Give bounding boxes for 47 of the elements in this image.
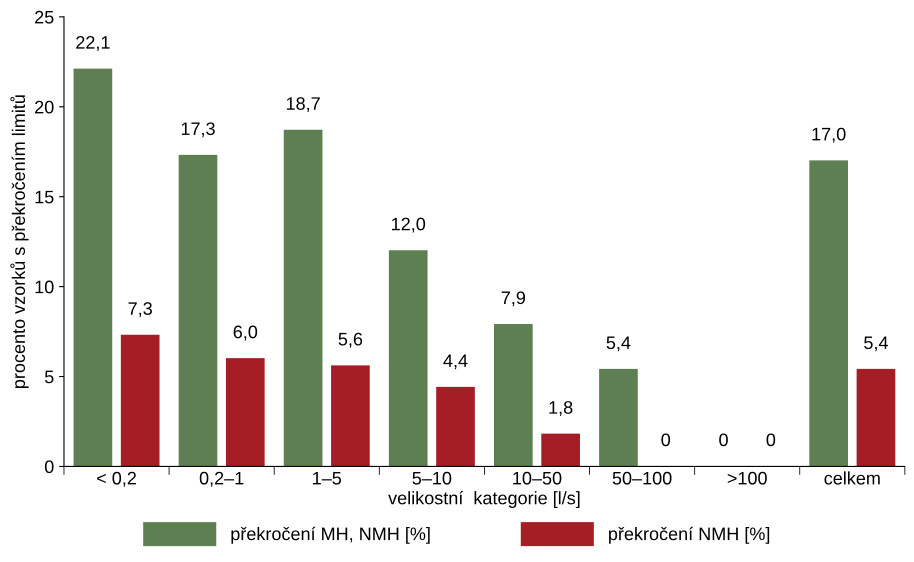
y-axis-title: procento vzorků s překročením limitů <box>10 95 29 388</box>
bar <box>541 434 580 466</box>
x-tick-label: celkem <box>824 471 880 485</box>
x-tick-label: 10–50 <box>513 472 562 485</box>
data-label: 7,9 <box>502 291 526 306</box>
bar <box>388 250 428 466</box>
x-tick-label: 1–5 <box>313 472 342 485</box>
y-tick-label: 0 <box>44 460 54 474</box>
data-label: 6,0 <box>234 326 258 340</box>
bar <box>436 386 475 466</box>
bar <box>331 365 370 466</box>
data-label: 22,1 <box>76 36 110 51</box>
data-label: 12,0 <box>392 218 426 233</box>
x-axis-title: velikostní kategorie [l/s] <box>388 490 580 508</box>
data-label: 7,3 <box>128 302 152 318</box>
y-tick-label: 5 <box>44 370 54 384</box>
bar <box>120 334 160 466</box>
bar <box>178 154 218 466</box>
data-label: 0 <box>719 433 728 446</box>
x-tick-label: 0,2–1 <box>200 472 244 487</box>
data-label: 1,8 <box>549 401 572 416</box>
y-tick-label: 15 <box>36 190 54 204</box>
bar <box>226 358 265 466</box>
bar <box>74 68 112 466</box>
bar <box>494 324 533 466</box>
bar <box>809 160 848 466</box>
x-tick-label: < 0,2 <box>97 472 136 487</box>
data-label: 5,6 <box>338 332 362 348</box>
y-tick-label: 25 <box>35 10 54 24</box>
data-label: 18,7 <box>286 97 320 112</box>
data-label: 0 <box>766 433 776 446</box>
data-label: 5,4 <box>864 336 888 352</box>
data-label: 5,4 <box>606 336 630 352</box>
legend-label: překročení MH, NMH [%] <box>231 526 430 544</box>
bar <box>856 368 896 466</box>
data-label: 17,0 <box>812 128 846 143</box>
x-tick-label: >100 <box>728 472 767 485</box>
legend-label: překročení NMH [%] <box>609 526 770 544</box>
x-tick-label: 50–100 <box>612 472 672 485</box>
data-label: 0 <box>661 433 670 446</box>
y-tick-label: 10 <box>36 280 54 294</box>
x-tick-label: 5–10 <box>412 472 452 485</box>
bar <box>284 130 322 466</box>
data-label: 17,3 <box>182 122 215 138</box>
bar <box>599 368 638 466</box>
y-tick-label: 20 <box>35 100 54 114</box>
data-label: 4,4 <box>443 354 468 370</box>
